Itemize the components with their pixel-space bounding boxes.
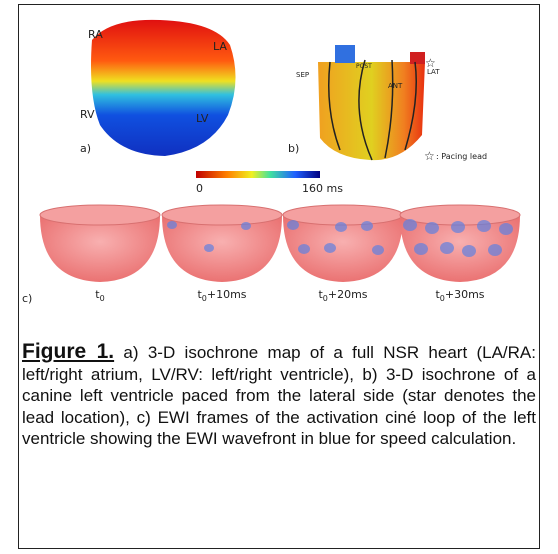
label: POST xyxy=(356,63,372,70)
wavefront xyxy=(477,220,491,232)
frame-label: t0 xyxy=(95,288,104,303)
label: ANT xyxy=(388,82,403,90)
wavefront xyxy=(204,244,214,252)
frame-rest: +10ms xyxy=(207,288,247,301)
frame-label: t0+10ms xyxy=(197,288,246,303)
caption: Figure 1. a) 3-D isochrone map of a full… xyxy=(22,341,536,450)
red-patch xyxy=(410,52,425,64)
wavefront xyxy=(287,220,299,230)
colorbar-max: 160 ms xyxy=(302,182,343,195)
wavefront xyxy=(324,243,336,253)
colorbar xyxy=(196,171,320,178)
wavefront xyxy=(462,245,476,257)
bowl-rim xyxy=(283,205,403,225)
wavefront xyxy=(241,222,251,230)
wavefront xyxy=(499,223,513,235)
panel-tag: b) xyxy=(288,142,299,155)
panel-tag: a) xyxy=(80,142,91,155)
label: LV xyxy=(196,112,209,125)
wavefront xyxy=(451,221,465,233)
wavefront xyxy=(361,221,373,231)
wavefront xyxy=(372,245,384,255)
frame-rest: +20ms xyxy=(328,288,368,301)
bowl-rim xyxy=(40,205,160,225)
label: LA xyxy=(213,40,227,53)
star: ☆ xyxy=(424,149,435,163)
wavefront xyxy=(403,219,417,231)
label: SEP xyxy=(296,71,309,79)
star: ☆ xyxy=(425,56,436,70)
figure: RA LA RV LV a) SEP POST ANT LAT ☆ b) ☆ :… xyxy=(0,0,558,320)
legend: : Pacing lead xyxy=(436,152,487,161)
frame-label: t0+30ms xyxy=(435,288,484,303)
bowl-rim xyxy=(162,205,282,225)
label: RV xyxy=(80,108,95,121)
wavefront xyxy=(298,244,310,254)
wavefront xyxy=(414,243,428,255)
wavefront xyxy=(167,221,177,229)
frame-label: t0+20ms xyxy=(318,288,367,303)
wavefront xyxy=(425,222,439,234)
frame-rest: +30ms xyxy=(445,288,485,301)
wavefront xyxy=(488,244,502,256)
caption-label: Figure 1. xyxy=(22,340,114,363)
panel-tag: c) xyxy=(22,292,32,305)
ventricle-map xyxy=(318,62,425,160)
colorbar-min: 0 xyxy=(196,182,203,195)
frame-sub: 0 xyxy=(100,294,105,303)
wavefront xyxy=(440,242,454,254)
blue-patch xyxy=(335,45,355,63)
page: RA LA RV LV a) SEP POST ANT LAT ☆ b) ☆ :… xyxy=(0,0,558,554)
label: RA xyxy=(88,28,103,41)
wavefront xyxy=(335,222,347,232)
